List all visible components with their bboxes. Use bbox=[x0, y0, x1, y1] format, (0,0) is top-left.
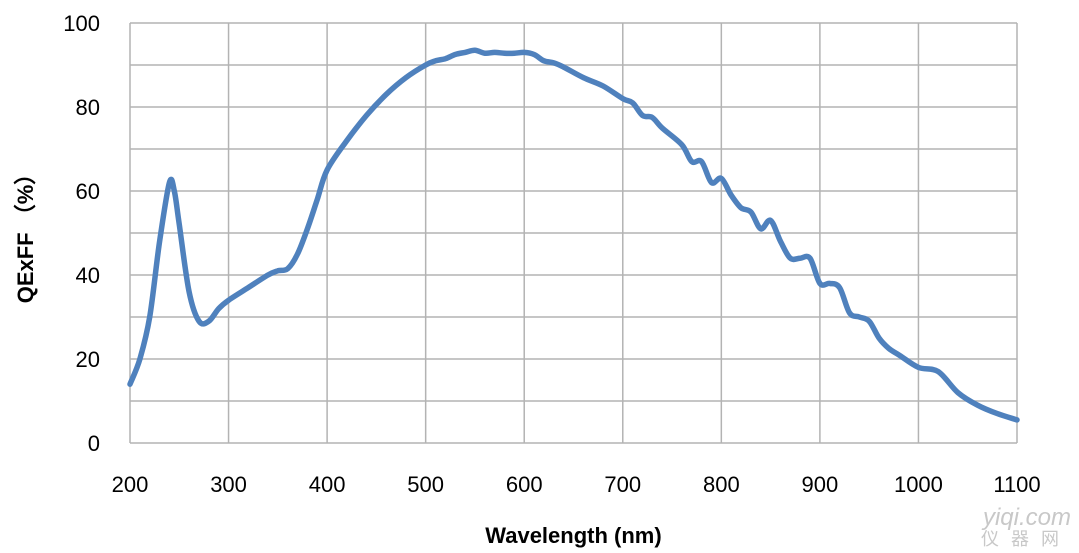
x-tick-600: 600 bbox=[506, 472, 543, 497]
y-tick-20: 20 bbox=[76, 347, 100, 372]
x-tick-1000: 1000 bbox=[894, 472, 943, 497]
y-tick-80: 80 bbox=[76, 95, 100, 120]
y-tick-100: 100 bbox=[63, 11, 100, 36]
x-tick-900: 900 bbox=[802, 472, 839, 497]
y-axis-title: QExFF （%） bbox=[13, 163, 38, 304]
x-tick-1100: 1100 bbox=[993, 472, 1040, 497]
y-tick-60: 60 bbox=[76, 179, 100, 204]
y-tick-0: 0 bbox=[88, 431, 100, 456]
y-tick-40: 40 bbox=[76, 263, 100, 288]
x-tick-700: 700 bbox=[604, 472, 641, 497]
watermark: yiqi.com 仪器网 bbox=[981, 505, 1071, 549]
x-tick-300: 300 bbox=[210, 472, 247, 497]
watermark-brand: 仪器网 bbox=[981, 529, 1071, 550]
y-tick-labels: 0 20 40 60 80 100 bbox=[63, 11, 100, 456]
series-group bbox=[127, 47, 1020, 423]
x-tick-200: 200 bbox=[112, 472, 149, 497]
x-tick-labels: 200 300 400 500 600 700 800 900 1000 1100 bbox=[112, 472, 1041, 497]
series-line-0 bbox=[127, 47, 1020, 423]
x-axis-title: Wavelength (nm) bbox=[485, 523, 661, 548]
x-tick-400: 400 bbox=[309, 472, 346, 497]
horizontal-gridlines bbox=[130, 22, 1017, 444]
x-tick-800: 800 bbox=[703, 472, 740, 497]
watermark-url: yiqi.com bbox=[982, 503, 1071, 531]
x-tick-500: 500 bbox=[407, 472, 444, 497]
